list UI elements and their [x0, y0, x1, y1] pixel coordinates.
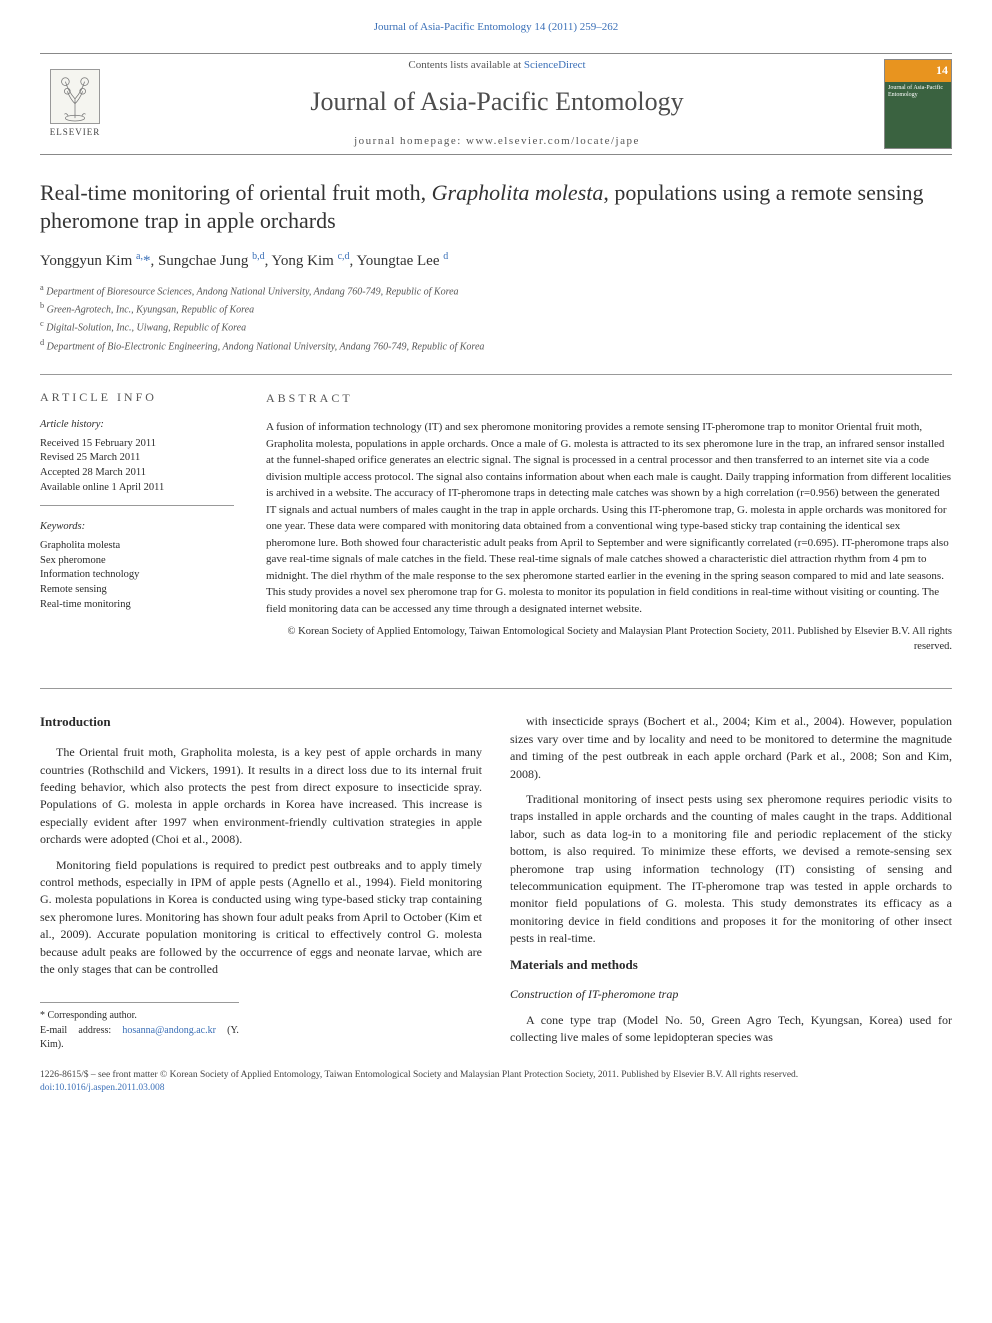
journal-name: Journal of Asia-Pacific Entomology: [110, 84, 884, 120]
abstract-text: A fusion of information technology (IT) …: [266, 419, 952, 617]
doi-link[interactable]: doi:10.1016/j.aspen.2011.03.008: [40, 1082, 952, 1095]
methods-heading: Materials and methods: [510, 956, 952, 975]
title-species: Grapholita molesta: [432, 180, 604, 205]
article-title: Real-time monitoring of oriental fruit m…: [40, 179, 952, 236]
corr-label: * Corresponding author.: [40, 1009, 239, 1024]
abstract: abstract A fusion of information technol…: [250, 375, 952, 668]
keyword-line: Real-time monitoring: [40, 598, 234, 613]
cover-title: Journal of Asia-Pacific Entomology: [888, 85, 951, 98]
abstract-label: abstract: [266, 389, 952, 407]
affiliation-line: a Department of Bioresource Sciences, An…: [40, 282, 952, 299]
copyright-ack: © Korean Society of Applied Entomology, …: [266, 625, 952, 654]
email-label: E-mail address:: [40, 1025, 122, 1036]
article-info: article info Article history: Received 1…: [40, 375, 250, 668]
keyword-line: Sex pheromone: [40, 554, 234, 569]
intro-p1: The Oriental fruit moth, Grapholita mole…: [40, 744, 482, 848]
title-pre: Real-time monitoring of oriental fruit m…: [40, 180, 432, 205]
keyword-line: Grapholita molesta: [40, 539, 234, 554]
history-line: Accepted 28 March 2011: [40, 466, 234, 481]
elsevier-tree-icon: [50, 69, 100, 124]
journal-cover-thumb: 14 Journal of Asia-Pacific Entomology: [884, 59, 952, 149]
body-columns: Introduction The Oriental fruit moth, Gr…: [40, 713, 952, 1054]
elsevier-logo: ELSEVIER: [40, 64, 110, 144]
info-label: article info: [40, 389, 234, 406]
publication-footer: 1226-8615/$ – see front matter © Korean …: [40, 1069, 952, 1096]
intro-p3: with insecticide sprays (Bochert et al.,…: [510, 713, 952, 783]
keyword-lines: Grapholita molestaSex pheromoneInformati…: [40, 539, 234, 612]
column-left: Introduction The Oriental fruit moth, Gr…: [40, 713, 482, 1054]
masthead: ELSEVIER Contents lists available at Sci…: [40, 53, 952, 154]
homepage-prefix: journal homepage:: [354, 135, 466, 147]
history-lines: Received 15 February 2011Revised 25 Marc…: [40, 437, 234, 496]
history-line: Revised 25 March 2011: [40, 451, 234, 466]
sciencedirect-link[interactable]: ScienceDirect: [524, 59, 586, 71]
corresponding-author-note: * Corresponding author. E-mail address: …: [40, 1002, 239, 1053]
intro-p2: Monitoring field populations is required…: [40, 857, 482, 979]
contents-line: Contents lists available at ScienceDirec…: [110, 58, 884, 73]
divider: [40, 688, 952, 689]
history-block: Article history: Received 15 February 20…: [40, 418, 234, 506]
masthead-center: Contents lists available at ScienceDirec…: [110, 58, 884, 149]
intro-p4: Traditional monitoring of insect pests u…: [510, 791, 952, 948]
affiliations: a Department of Bioresource Sciences, An…: [40, 282, 952, 354]
pub-line: 1226-8615/$ – see front matter © Korean …: [40, 1069, 952, 1082]
methods-subheading: Construction of IT-pheromone trap: [510, 986, 952, 1003]
methods-p1: A cone type trap (Model No. 50, Green Ag…: [510, 1012, 952, 1047]
running-head[interactable]: Journal of Asia-Pacific Entomology 14 (2…: [40, 20, 952, 35]
keywords-label: Keywords:: [40, 520, 234, 535]
corr-email[interactable]: hosanna@andong.ac.kr: [122, 1025, 216, 1036]
corr-email-line: E-mail address: hosanna@andong.ac.kr (Y.…: [40, 1024, 239, 1053]
author-list: Yonggyun Kim a,*, Sungchae Jung b,d, Yon…: [40, 250, 952, 272]
homepage-url[interactable]: www.elsevier.com/locate/jape: [466, 135, 640, 147]
keyword-line: Information technology: [40, 568, 234, 583]
affiliation-line: d Department of Bio-Electronic Engineeri…: [40, 337, 952, 354]
journal-homepage: journal homepage: www.elsevier.com/locat…: [110, 134, 884, 149]
history-label: Article history:: [40, 418, 234, 433]
history-line: Received 15 February 2011: [40, 437, 234, 452]
affiliation-line: b Green-Agrotech, Inc., Kyungsan, Republ…: [40, 300, 952, 317]
history-line: Available online 1 April 2011: [40, 481, 234, 496]
intro-heading: Introduction: [40, 713, 482, 732]
info-abstract-row: article info Article history: Received 1…: [40, 374, 952, 668]
keyword-line: Remote sensing: [40, 583, 234, 598]
affiliation-line: c Digital-Solution, Inc., Uiwang, Republ…: [40, 318, 952, 335]
cover-volume: 14: [936, 62, 948, 79]
column-right: with insecticide sprays (Bochert et al.,…: [510, 713, 952, 1054]
contents-prefix: Contents lists available at: [408, 59, 523, 71]
elsevier-label: ELSEVIER: [50, 126, 101, 139]
